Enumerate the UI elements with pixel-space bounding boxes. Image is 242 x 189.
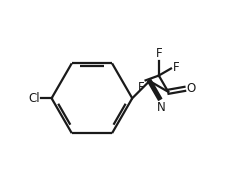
Text: O: O xyxy=(186,82,195,95)
Text: N: N xyxy=(156,101,165,114)
Text: F: F xyxy=(138,81,145,94)
Text: F: F xyxy=(173,61,179,74)
Text: F: F xyxy=(156,47,162,60)
Text: Cl: Cl xyxy=(29,92,40,105)
